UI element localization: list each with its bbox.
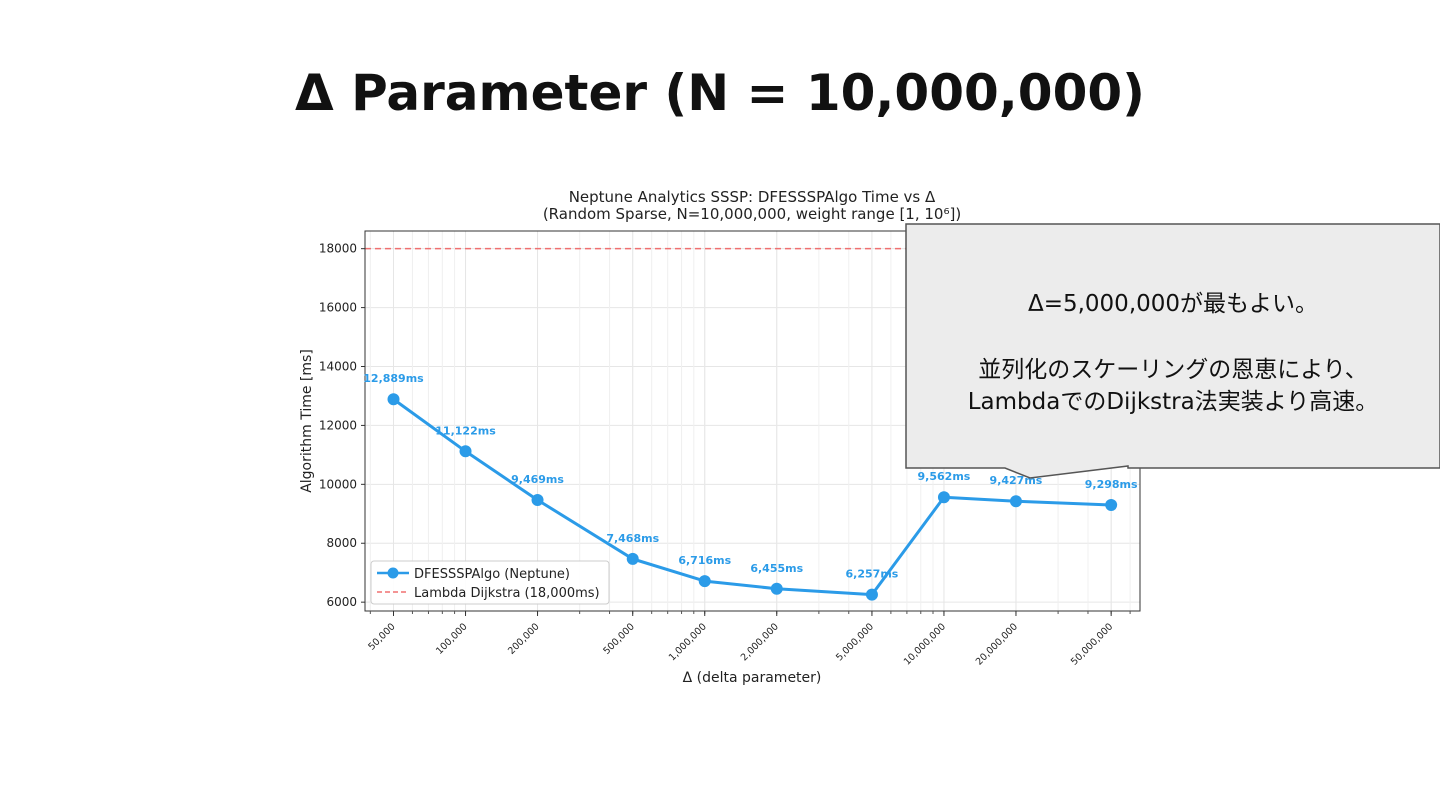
x-tick-label: 5,000,000 <box>834 621 876 663</box>
x-tick-label: 50,000 <box>366 621 397 652</box>
data-label: 9,562ms <box>918 470 971 483</box>
data-label: 6,257ms <box>846 568 899 581</box>
slide-title: Δ Parameter (N = 10,000,000) <box>295 64 1145 122</box>
chart-subtitle: (Random Sparse, N=10,000,000, weight ran… <box>543 205 961 223</box>
x-tick-label: 1,000,000 <box>667 621 709 663</box>
data-label: 9,427ms <box>990 474 1043 487</box>
data-point <box>459 445 472 458</box>
data-point <box>770 582 783 595</box>
y-tick-label: 18000 <box>319 242 357 256</box>
data-point <box>865 588 878 601</box>
x-tick-label: 100,000 <box>434 621 470 657</box>
y-tick-label: 10000 <box>319 477 357 491</box>
data-point <box>698 575 711 588</box>
y-tick-label: 6000 <box>326 595 357 609</box>
legend-series-marker <box>387 567 399 579</box>
data-point <box>937 491 950 504</box>
data-label: 11,122ms <box>435 424 496 437</box>
y-tick-label: 12000 <box>319 418 357 432</box>
x-tick-label: 2,000,000 <box>739 621 781 663</box>
legend-box <box>370 560 610 605</box>
x-tick-label: 200,000 <box>506 621 542 657</box>
x-tick-label: 20,000,000 <box>974 621 1020 667</box>
chart-title: Neptune Analytics SSSP: DFESSSPAlgo Time… <box>569 188 936 206</box>
data-label: 9,298ms <box>1085 478 1138 491</box>
legend-series-label: DFESSSPAlgo (Neptune) <box>414 567 570 582</box>
y-axis-label: Algorithm Time [ms] <box>299 349 315 493</box>
data-label: 12,889ms <box>363 372 424 385</box>
x-tick-label: 50,000,000 <box>1069 621 1115 667</box>
x-axis-label: Δ (delta parameter) <box>683 670 822 686</box>
series-line <box>392 398 1112 597</box>
y-tick-label: 14000 <box>319 360 357 374</box>
data-point <box>387 393 400 406</box>
data-label: 7,468ms <box>606 532 659 545</box>
data-point <box>626 552 639 565</box>
data-point <box>1009 495 1022 508</box>
data-point <box>1105 499 1118 512</box>
y-tick-label: 16000 <box>319 301 357 315</box>
x-tick-label: 10,000,000 <box>902 621 948 667</box>
data-point <box>531 493 544 506</box>
data-label: 9,469ms <box>511 473 564 486</box>
data-label: 6,716ms <box>678 554 731 567</box>
callout-line-2: 並列化のスケーリングの恩恵により、 <box>978 357 1368 383</box>
series-layer <box>387 393 1118 601</box>
callout-line-1: Δ=5,000,000が最もよい。 <box>1027 291 1319 317</box>
x-tick-label: 500,000 <box>601 621 637 657</box>
y-tick-label: 8000 <box>326 536 357 550</box>
callout-line-3: LambdaでのDijkstra法実装より高速。 <box>967 389 1379 415</box>
legend: DFESSSPAlgo (Neptune) Lambda Dijkstra (1… <box>370 560 610 605</box>
legend-reference-label: Lambda Dijkstra (18,000ms) <box>414 586 600 601</box>
data-label: 6,455ms <box>750 562 803 575</box>
